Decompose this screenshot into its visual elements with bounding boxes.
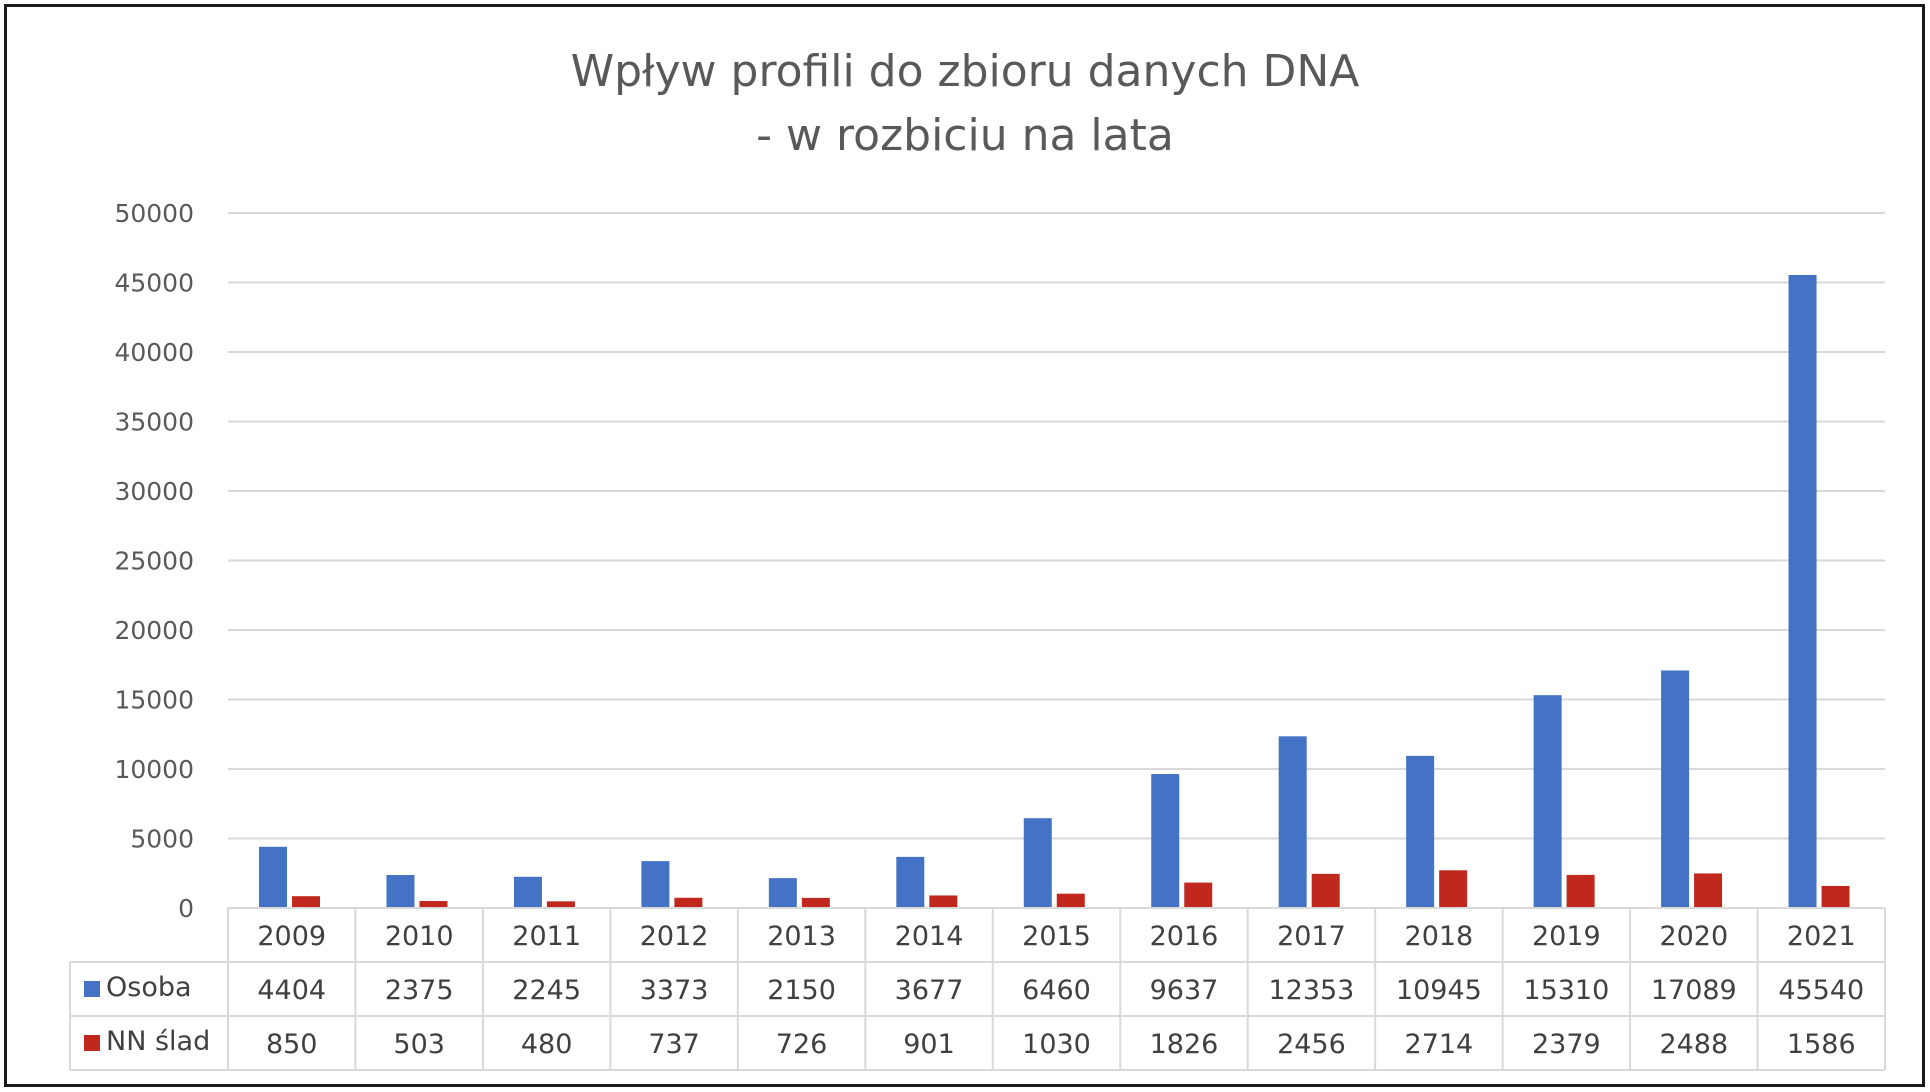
x-tick-label: 2017: [1277, 921, 1346, 952]
x-tick-label: 2020: [1659, 921, 1728, 952]
bar-osoba-2010: [386, 874, 415, 908]
data-label: 2375: [385, 975, 454, 1006]
bar-nn-slad-2019: [1566, 874, 1595, 908]
bar-nn-slad-2016: [1184, 882, 1213, 908]
bar-osoba-2019: [1533, 695, 1562, 908]
bar-nn-slad-2014: [929, 895, 958, 908]
x-tick-label: 2011: [512, 921, 581, 952]
legend-key-osoba: [84, 981, 100, 997]
data-label: 901: [903, 1029, 955, 1060]
data-label: 3677: [895, 975, 964, 1006]
bar-nn-slad-2010: [419, 901, 448, 908]
bar-nn-slad-2018: [1439, 870, 1468, 908]
bar-osoba-2015: [1023, 818, 1052, 908]
y-tick-label: 40000: [114, 338, 194, 367]
data-label: 15310: [1523, 975, 1609, 1006]
data-label: 10945: [1396, 975, 1482, 1006]
data-label: 1586: [1787, 1029, 1856, 1060]
bar-osoba-2013: [768, 878, 797, 908]
y-tick-label: 5000: [130, 825, 194, 854]
data-label: 2379: [1532, 1029, 1601, 1060]
y-tick-label: 0: [178, 894, 194, 923]
data-label: 2488: [1659, 1029, 1728, 1060]
x-tick-label: 2012: [640, 921, 709, 952]
chart-frame: [4, 4, 1925, 1087]
data-label: 9637: [1150, 975, 1219, 1006]
data-label: 726: [776, 1029, 828, 1060]
y-tick-label: 35000: [114, 408, 194, 437]
data-label: 2714: [1405, 1029, 1474, 1060]
data-label: 850: [266, 1029, 318, 1060]
bar-osoba-2009: [259, 846, 287, 908]
gridlines: [228, 212, 1885, 909]
data-label: 737: [648, 1029, 700, 1060]
y-tick-label: 30000: [114, 477, 194, 506]
bar-nn-slad-2009: [292, 896, 320, 908]
bar-osoba-2018: [1406, 755, 1435, 908]
bar-nn-slad-2015: [1056, 893, 1085, 908]
bar-nn-slad-2013: [801, 897, 830, 908]
bar-nn-slad-2012: [674, 897, 703, 908]
x-tick-label: 2014: [895, 921, 964, 952]
x-tick-label: 2010: [385, 921, 454, 952]
chart-title-line-2: - w rozbiciu na lata: [756, 110, 1174, 161]
bar-nn-slad-2017: [1311, 873, 1340, 908]
bar-osoba-2014: [896, 856, 925, 908]
bar-osoba-2021: [1788, 274, 1817, 908]
data-label: 17089: [1651, 975, 1737, 1006]
x-tick-label: 2013: [767, 921, 836, 952]
legend-label-osoba: Osoba: [106, 972, 192, 1003]
y-tick-label: 25000: [114, 547, 194, 576]
bar-osoba-2016: [1151, 774, 1180, 908]
legend-key-nn-slad: [84, 1035, 100, 1051]
bar-osoba-2017: [1278, 736, 1307, 908]
chart-title-line-1: Wpływ profili do zbioru danych DNA: [571, 46, 1360, 97]
bar-nn-slad-2011: [546, 901, 575, 908]
data-label: 1826: [1150, 1029, 1219, 1060]
data-label: 3373: [640, 975, 709, 1006]
y-tick-label: 45000: [114, 269, 194, 298]
data-table: 2009 2010 2011 2012 2013 2014 2015 2016 2017 2018…: [69, 907, 1886, 1071]
y-tick-label: 20000: [114, 616, 194, 645]
data-label: 12353: [1268, 975, 1354, 1006]
x-tick-label: 2019: [1532, 921, 1601, 952]
y-axis: 0 5000 10000 15000 20000 25000 30000 35000 40000…: [114, 199, 194, 923]
x-tick-label: 2021: [1787, 921, 1856, 952]
bar-osoba-2012: [641, 861, 670, 908]
bars: [259, 274, 1850, 908]
x-tick-label: 2015: [1022, 921, 1091, 952]
x-tick-label: 2016: [1150, 921, 1219, 952]
data-label: 503: [393, 1029, 445, 1060]
data-label: 2245: [512, 975, 581, 1006]
bar-osoba-2020: [1661, 670, 1690, 908]
data-label: 2456: [1277, 1029, 1346, 1060]
data-label: 2150: [767, 975, 836, 1006]
bar-nn-slad-2020: [1694, 873, 1723, 908]
bar-osoba-2011: [513, 876, 542, 908]
x-tick-label: 2009: [257, 921, 326, 952]
y-tick-label: 10000: [114, 755, 194, 784]
y-tick-label: 50000: [114, 199, 194, 228]
data-label: 45540: [1778, 975, 1864, 1006]
bar-nn-slad-2021: [1821, 885, 1850, 908]
data-label: 4404: [257, 975, 326, 1006]
data-label: 1030: [1022, 1029, 1091, 1060]
data-label: 480: [521, 1029, 573, 1060]
x-tick-label: 2018: [1405, 921, 1474, 952]
y-tick-label: 15000: [114, 686, 194, 715]
legend-label-nn-slad: NN ślad: [106, 1026, 210, 1057]
data-label: 6460: [1022, 975, 1091, 1006]
